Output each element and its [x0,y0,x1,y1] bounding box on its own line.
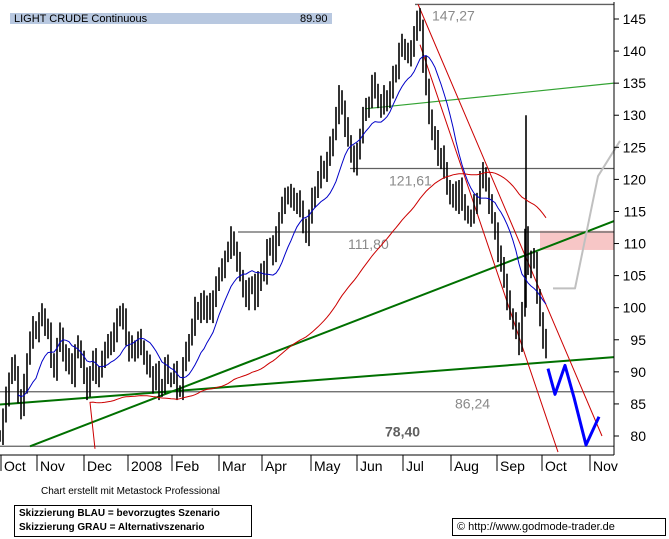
y-tick-label-7: 115 [624,203,647,219]
level-label-3: 86,24 [455,396,490,412]
resistance-zone [540,230,614,250]
support-trendline [0,356,615,406]
upper-green-line [364,82,615,110]
x-tick-label-8: Jun [360,458,383,474]
symbol-label: LIGHT CRUDE Continuous [14,13,148,25]
x-tick-label-4: Feb [175,458,199,474]
level-label-0: 147,27 [432,7,475,23]
y-tick-label-3: 95 [630,332,646,348]
y-tick-label-6: 110 [624,236,647,252]
x-tick-label-13: Nov [593,458,618,474]
chart-credit: Chart erstellt mit Metastock Professiona… [41,486,220,497]
y-tick-label-11: 135 [623,75,647,91]
long-uptrend-line [29,220,615,448]
x-tick-label-5: Mar [222,458,246,474]
legend-gray: Skizzierung GRAU = Alternativszenario [19,522,205,533]
x-tick-label-0: Oct [4,458,26,474]
y-tick-label-0: 80 [630,428,646,444]
x-tick-label-6: Apr [265,458,287,474]
x-tick-label-12: Oct [545,458,567,474]
y-tick-label-4: 100 [623,300,647,316]
source-url[interactable]: © http://www.godmode-trader.de [452,518,666,536]
channel-upper-line [417,4,603,437]
level-label-4: 78,40 [385,423,420,439]
y-tick-label-1: 85 [630,396,646,412]
scenario-legend: Skizzierung BLAU = bevorzugtes Szenario … [14,505,252,537]
y-tick-label-9: 125 [623,139,647,155]
x-tick-label-9: Jul [406,458,424,474]
channel-lower-line [419,44,559,453]
x-tick-label-10: Aug [454,458,479,474]
y-tick-label-8: 120 [623,171,647,187]
x-tick-label-2: Dec [87,458,112,474]
last-value: 89.90 [300,13,328,25]
y-tick-label-12: 140 [623,43,647,59]
y-tick-label-13: 145 [623,11,647,27]
scenario-gray-path [553,140,621,290]
ma-long-line [89,171,547,449]
level-label-1: 121,61 [389,172,432,188]
scenario-blue-path [546,363,601,447]
x-tick-label-3: 2008 [131,458,162,474]
y-tick-label-5: 105 [623,268,647,284]
ma-short-line [17,54,547,398]
symbol-header-bar [10,13,332,24]
x-tick-label-7: May [314,458,340,474]
legend-blue: Skizzierung BLAU = bevorzugtes Szenario [19,508,220,519]
y-tick-label-10: 130 [623,107,647,123]
x-tick-label-11: Sep [500,458,525,474]
x-tick-label-1: Nov [40,458,65,474]
y-tick-label-2: 90 [630,364,646,380]
